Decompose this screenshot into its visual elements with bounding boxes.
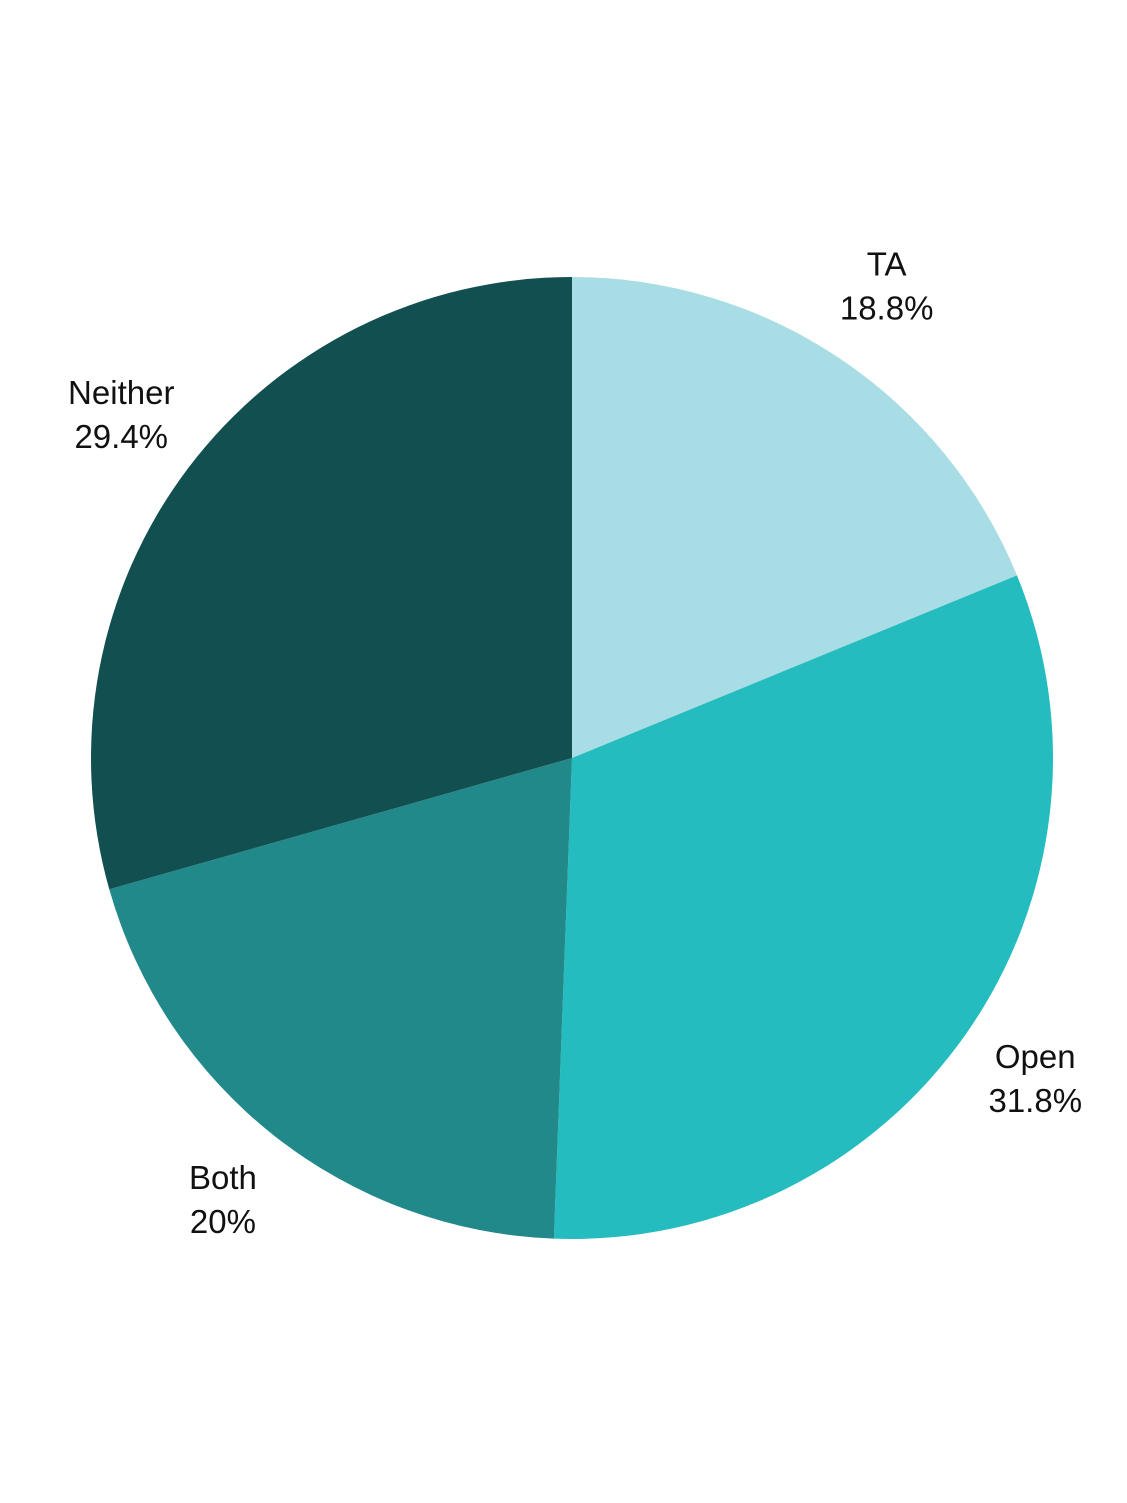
pie-slice bbox=[109, 758, 573, 1239]
slice-value-label: 29.4% bbox=[74, 418, 168, 455]
pie-slice bbox=[90, 277, 573, 890]
slice-label: Open bbox=[995, 1038, 1076, 1075]
slice-label: Both bbox=[189, 1159, 257, 1196]
slice-label: TA bbox=[867, 245, 907, 282]
pie-slice bbox=[553, 575, 1053, 1239]
slice-value-label: 18.8% bbox=[840, 289, 934, 326]
slice-value-label: 20% bbox=[190, 1203, 256, 1240]
slice-value-label: 31.8% bbox=[988, 1082, 1082, 1119]
pie-slice bbox=[572, 277, 1017, 758]
slice-label: Neither bbox=[68, 374, 174, 411]
